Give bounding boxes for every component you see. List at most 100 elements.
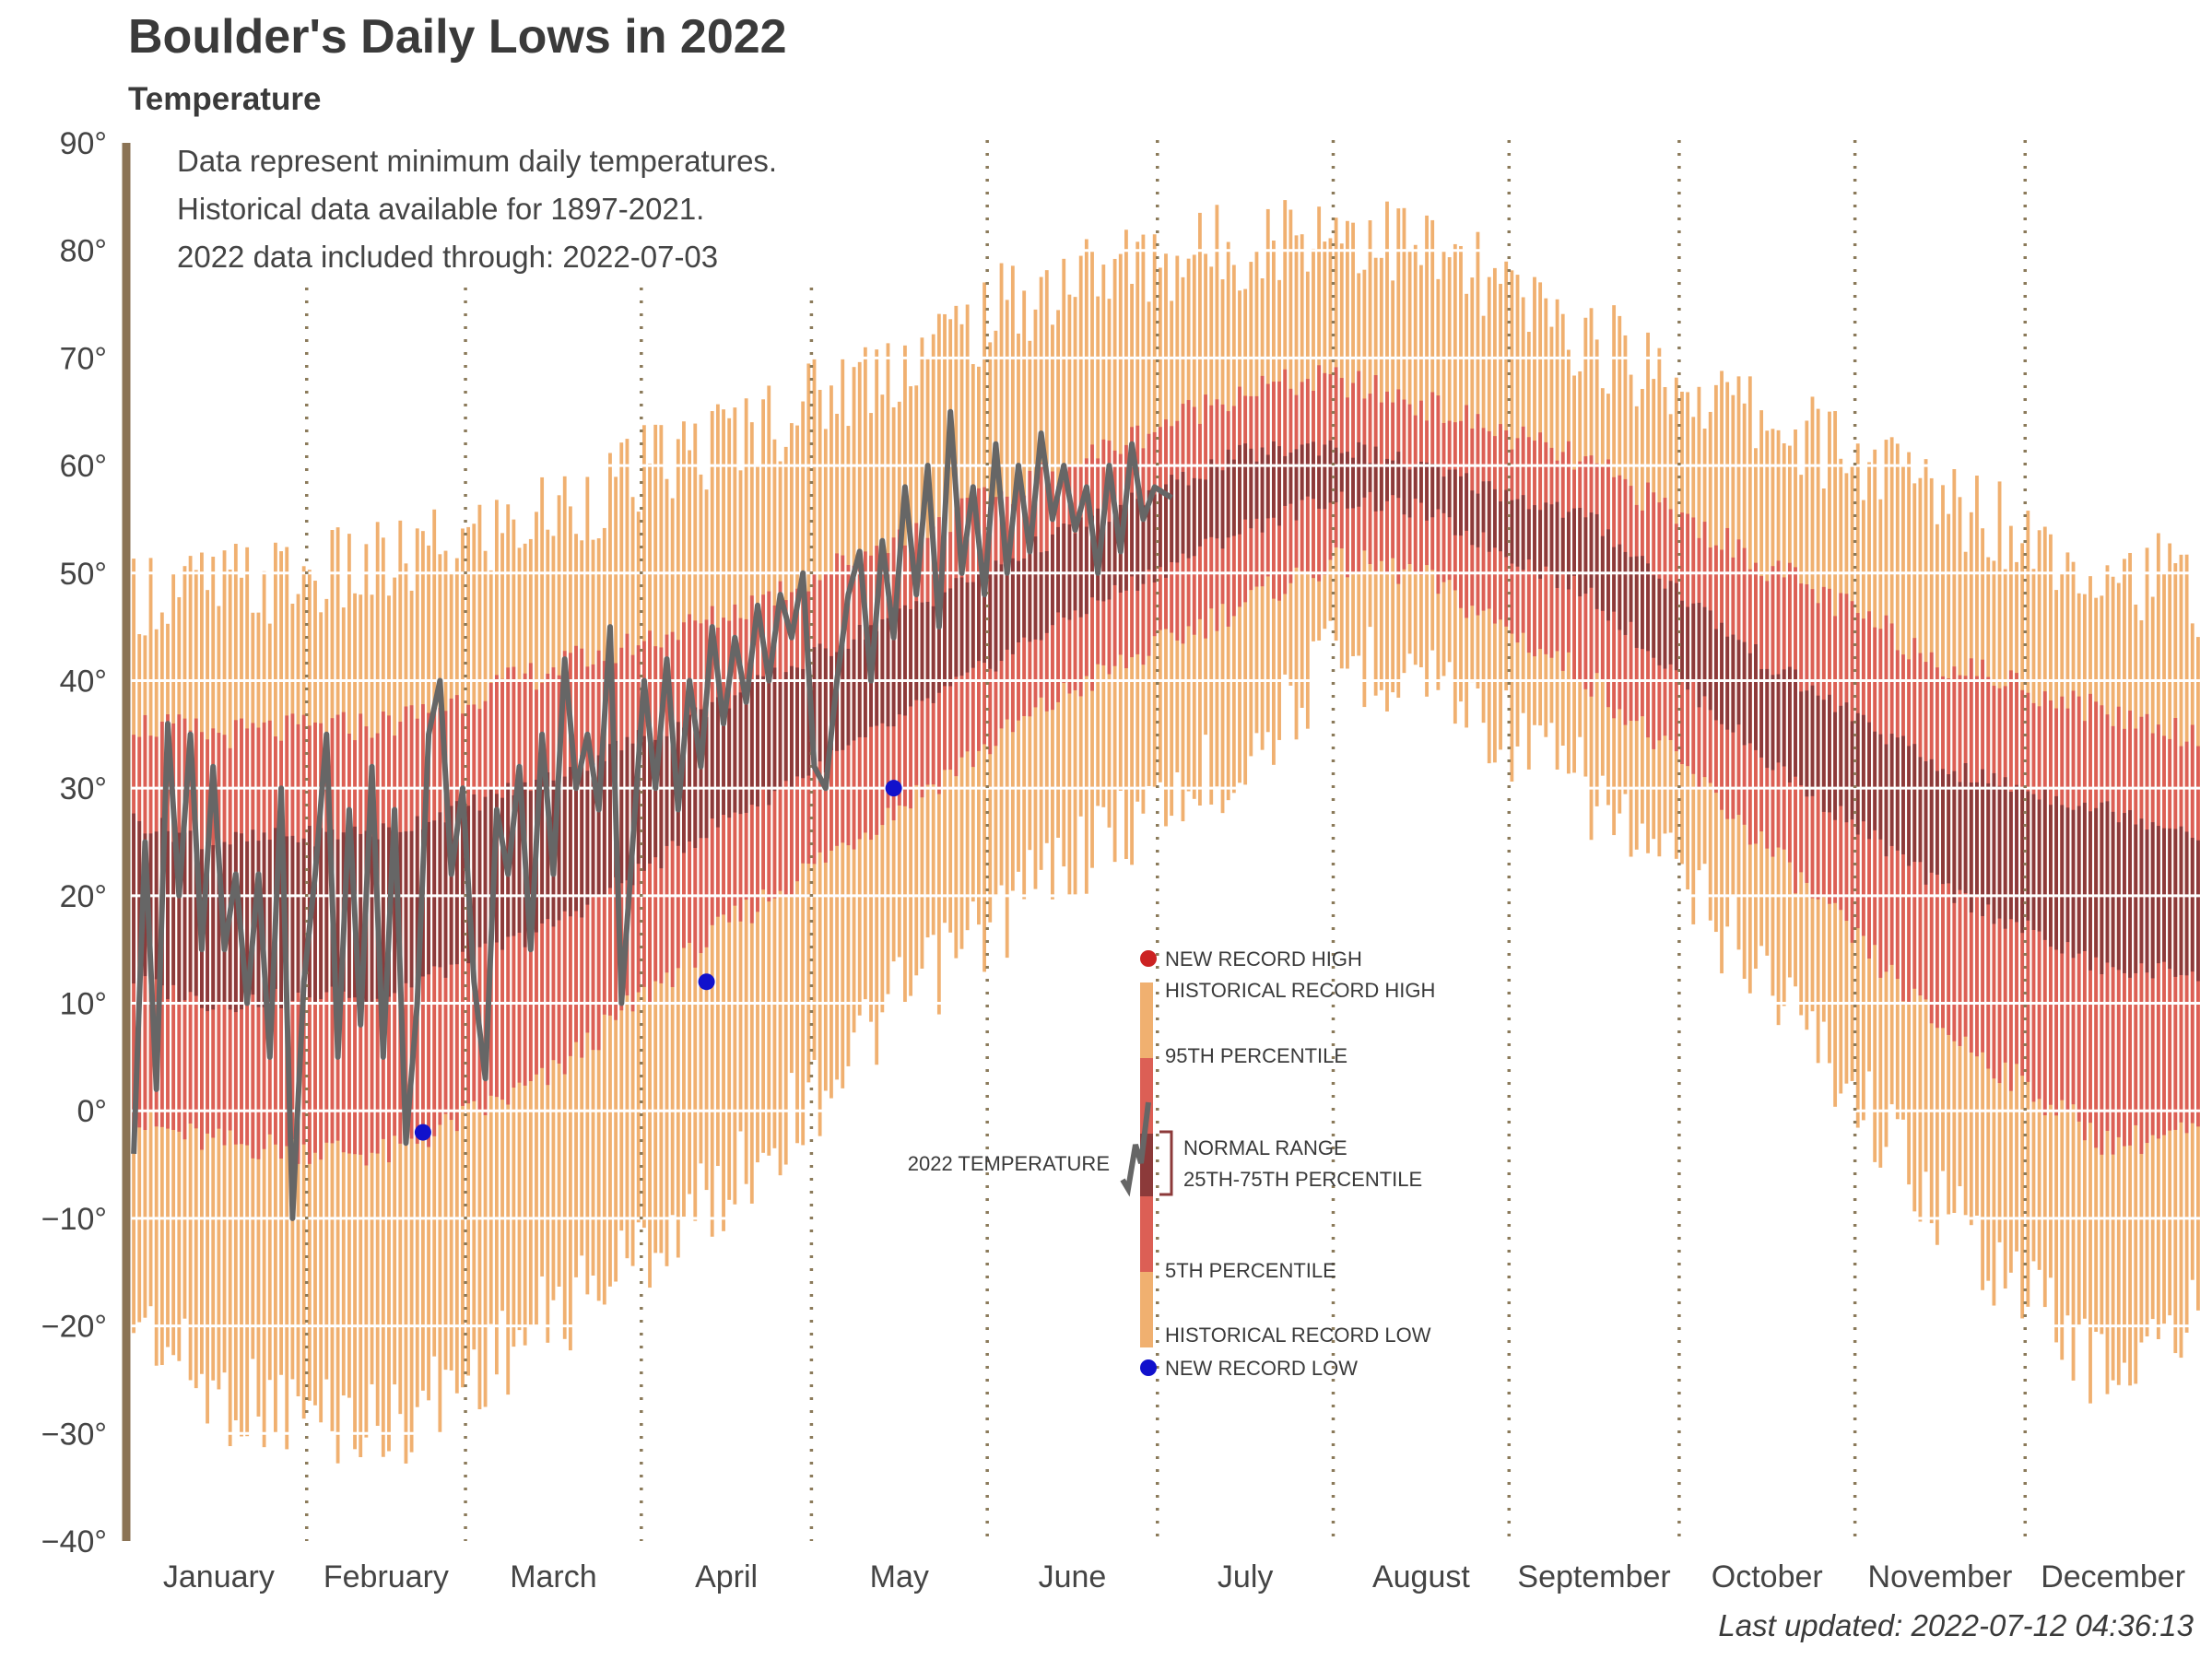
- day-316-normal-bar: [1918, 757, 1923, 863]
- current-year-line: [131, 408, 1173, 1221]
- day-198-normal-bar: [1249, 448, 1253, 529]
- day-145-normal-bar: [948, 588, 953, 687]
- month-label-august: August: [1372, 1559, 1470, 1594]
- day-251-normal-bar: [1549, 504, 1554, 575]
- day-134-normal-bar: [886, 618, 890, 727]
- day-280-normal-bar: [1713, 629, 1718, 721]
- day-96-normal-bar: [670, 719, 675, 841]
- day-57-normal-bar: [449, 806, 453, 965]
- day-173-normal-bar: [1107, 522, 1112, 600]
- day-349-normal-bar: [2105, 801, 2110, 963]
- day-259-normal-bar: [1594, 513, 1599, 609]
- day-66-normal-bar: [500, 797, 504, 950]
- day-210-normal-bar: [1317, 455, 1322, 509]
- day-347-normal-bar: [2094, 807, 2099, 958]
- day-271-normal-bar: [1663, 588, 1667, 669]
- day-151-normal-bar: [982, 562, 986, 664]
- y-tick-60: 60°: [60, 449, 107, 484]
- day-364-normal-bar: [2190, 837, 2194, 972]
- day-209-normal-bar: [1312, 441, 1315, 500]
- day-228-normal-bar: [1419, 462, 1423, 503]
- legend-record-high-bar: [1140, 982, 1153, 1058]
- day-220-normal-bar: [1373, 446, 1378, 512]
- day-301-normal-bar: [1833, 712, 1838, 820]
- day-170-normal-bar: [1090, 515, 1094, 598]
- day-16-normal-bar: [217, 847, 221, 1004]
- day-9-normal-bar: [177, 832, 182, 1004]
- day-179-normal-bar: [1141, 505, 1146, 584]
- day-159-normal-bar: [1028, 549, 1032, 642]
- day-208-normal-bar: [1305, 443, 1310, 497]
- day-264-normal-bar: [1623, 551, 1628, 635]
- day-204-normal-bar: [1283, 455, 1288, 506]
- day-196-normal-bar: [1238, 444, 1241, 535]
- day-133-normal-bar: [880, 619, 885, 724]
- day-23-normal-bar: [256, 841, 261, 1007]
- day-29-normal-bar: [290, 835, 295, 1001]
- day-355-normal-bar: [2139, 818, 2144, 964]
- day-194-normal-bar: [1226, 449, 1230, 538]
- day-222-normal-bar: [1385, 458, 1389, 501]
- day-282-normal-bar: [1725, 636, 1730, 730]
- day-290-normal-bar: [1771, 675, 1775, 771]
- new-record-low-point-1: [414, 1124, 431, 1141]
- day-88-normal-bar: [625, 736, 629, 881]
- day-298-normal-bar: [1816, 695, 1820, 789]
- day-112-normal-bar: [761, 676, 766, 789]
- day-118-normal-bar: [795, 667, 799, 777]
- day-305-normal-bar: [1855, 712, 1860, 835]
- day-176-normal-bar: [1124, 501, 1128, 591]
- month-label-december: December: [2041, 1559, 2185, 1594]
- day-24-normal-bar: [262, 832, 266, 1007]
- day-292-normal-bar: [1782, 669, 1786, 767]
- day-310-normal-bar: [1884, 744, 1888, 857]
- day-233-normal-bar: [1447, 469, 1452, 518]
- day-100-normal-bar: [693, 707, 698, 848]
- day-110-normal-bar: [749, 678, 754, 806]
- day-354-normal-bar: [2134, 824, 2138, 973]
- day-64-normal-bar: [488, 788, 493, 944]
- day-352-normal-bar: [2123, 813, 2126, 973]
- day-31-normal-bar: [301, 838, 306, 991]
- day-274-normal-bar: [1680, 600, 1684, 680]
- day-101-normal-bar: [699, 709, 703, 839]
- day-203-normal-bar: [1277, 446, 1281, 526]
- day-365-normal-bar: [2196, 840, 2200, 982]
- day-363-normal-bar: [2184, 831, 2189, 976]
- day-278-normal-bar: [1702, 606, 1707, 697]
- day-224-normal-bar: [1396, 452, 1401, 499]
- day-313-normal-bar: [1901, 735, 1905, 854]
- day-192-normal-bar: [1215, 465, 1219, 539]
- day-337-normal-bar: [2037, 799, 2041, 932]
- day-277-normal-bar: [1697, 603, 1701, 708]
- day-123-normal-bar: [823, 648, 828, 773]
- day-53-normal-bar: [427, 821, 430, 975]
- day-98-normal-bar: [682, 727, 686, 853]
- day-94-normal-bar: [659, 735, 664, 869]
- day-73-normal-bar: [540, 773, 545, 924]
- month-label-october: October: [1712, 1559, 1823, 1594]
- day-339-normal-bar: [2049, 805, 2053, 947]
- day-188-normal-bar: [1192, 477, 1196, 557]
- day-212-normal-bar: [1328, 440, 1333, 503]
- day-158-normal-bar: [1022, 558, 1027, 638]
- day-234-normal-bar: [1453, 469, 1457, 535]
- day-255-normal-bar: [1572, 508, 1576, 576]
- day-19-normal-bar: [233, 831, 238, 1013]
- day-232-normal-bar: [1441, 477, 1446, 513]
- day-265-normal-bar: [1629, 557, 1633, 622]
- legend-new-high-dot: [1140, 950, 1157, 967]
- day-240-normal-bar: [1487, 481, 1491, 552]
- day-343-normal-bar: [2071, 809, 2076, 959]
- y-tick-20: 20°: [60, 879, 107, 914]
- day-58-normal-bar: [454, 801, 459, 965]
- month-label-january: January: [163, 1559, 275, 1594]
- day-102-normal-bar: [704, 717, 709, 839]
- day-299-normal-bar: [1821, 700, 1826, 812]
- day-117-normal-bar: [789, 665, 794, 790]
- day-130-normal-bar: [863, 639, 867, 737]
- month-label-september: September: [1517, 1559, 1670, 1594]
- chart-subtitle: Temperature: [128, 81, 322, 117]
- day-168-normal-bar: [1078, 517, 1083, 618]
- note-line-2: Historical data available for 1897-2021.: [177, 192, 704, 226]
